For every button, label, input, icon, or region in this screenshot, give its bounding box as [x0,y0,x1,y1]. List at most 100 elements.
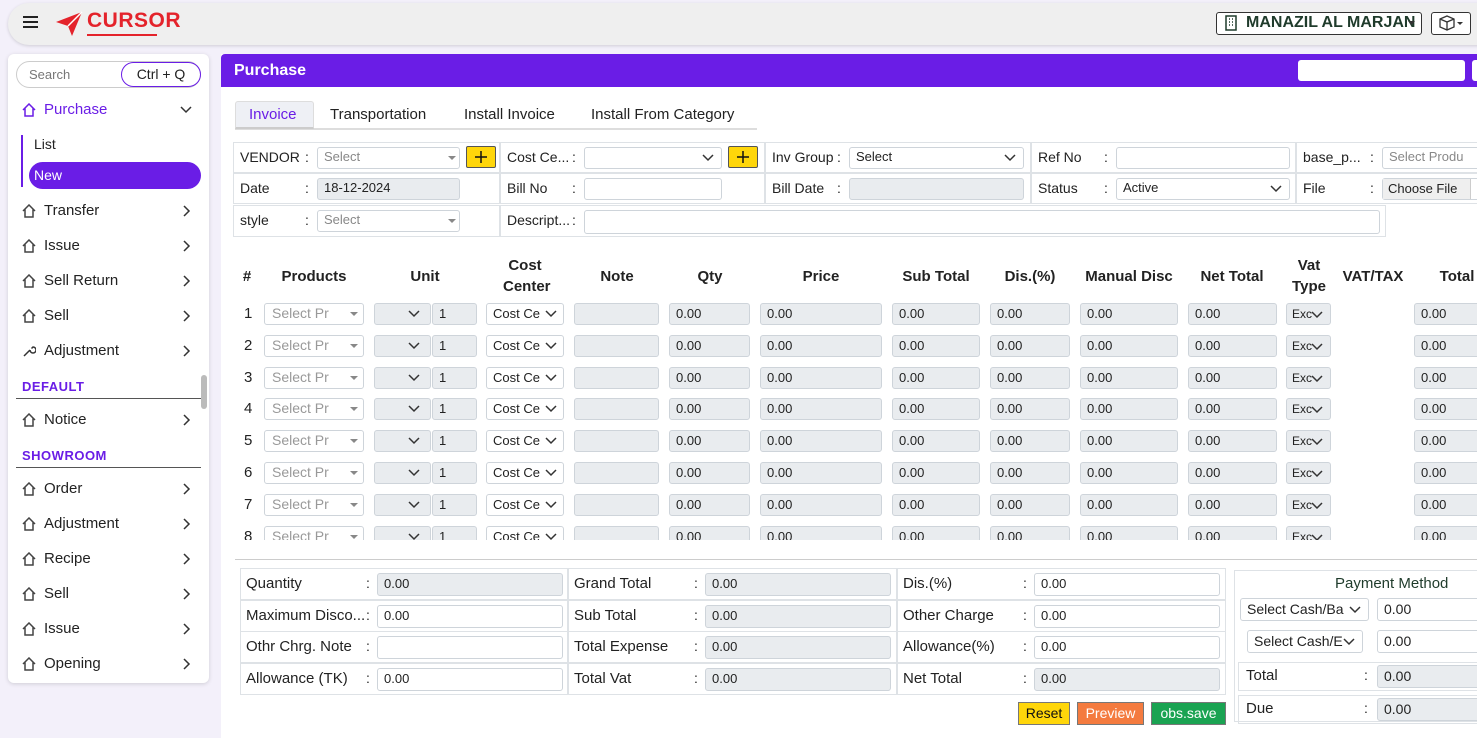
field[interactable] [584,147,722,169]
cost-center[interactable]: Cost Ce [486,398,564,421]
unit-select[interactable] [374,334,431,357]
summary-field[interactable]: 0.00 [1034,636,1220,660]
cost-center[interactable]: Cost Ce [486,366,564,389]
unit-select[interactable] [374,366,431,389]
field[interactable] [849,147,1024,169]
chevron-down [1270,185,1282,193]
unit-select[interactable] [374,398,431,421]
amount-field: 0.00 [760,398,882,421]
field[interactable] [1116,178,1290,200]
payment-select[interactable]: Select Cash/Ba [1240,598,1369,621]
product-select[interactable] [264,366,364,389]
vat-select[interactable]: Exc [1286,398,1331,421]
amount-field: 0.00 [760,366,882,389]
product-select[interactable] [264,303,364,325]
summary-field[interactable] [377,636,563,660]
colon [1023,607,1027,623]
company-name[interactable]: MANAZIL AL MARJAN [1246,14,1416,31]
field[interactable] [317,147,460,169]
summary-field[interactable]: 0.00 [1034,573,1220,596]
summary-field[interactable]: 0.00 [1034,604,1220,628]
vat-select[interactable]: Exc [1286,303,1331,325]
menu-item[interactable]: Notice [44,411,87,428]
amount-field: 0.00 [760,334,882,357]
tab[interactable]: Install From Category [591,106,735,123]
product-select[interactable] [264,493,364,516]
submenu-item[interactable]: New [34,167,63,183]
field-label: Date [240,180,270,196]
unit-select[interactable] [374,493,431,516]
product-select[interactable] [264,398,364,421]
payment-select[interactable]: Select Cash/E [1247,630,1363,653]
payment-amount[interactable]: 0.00 [1377,630,1477,653]
product-select[interactable] [264,462,364,484]
action-button[interactable]: obs.save [1151,702,1226,725]
colon [1364,667,1368,683]
unit-select[interactable] [374,462,431,484]
company-switcher[interactable] [1216,12,1422,35]
file-button[interactable]: Choose File [1383,179,1471,199]
cost-center[interactable]: Cost Ce [486,334,564,357]
field[interactable] [849,178,1024,200]
vat-select[interactable]: Exc [1286,462,1331,484]
summary-field: 0.00 [705,667,891,691]
table-header: Net Total [1200,268,1264,285]
menu-item[interactable]: Recipe [44,550,91,567]
vat-select[interactable]: Exc [1286,430,1331,453]
menu-item[interactable]: Adjustment [44,515,120,532]
menu-item[interactable]: Purchase [44,101,108,118]
menu-item[interactable]: Sell [44,585,70,602]
field[interactable] [1382,147,1477,169]
field[interactable] [584,178,722,200]
header-search[interactable] [1298,60,1465,81]
menu-item[interactable]: Sell Return [44,272,119,289]
vat-select[interactable]: Exc [1286,334,1331,357]
submenu-item[interactable]: List [34,136,56,152]
header-input[interactable] [1472,60,1477,81]
menu-item[interactable]: Sell [44,307,70,324]
chevron-down [545,501,557,508]
summary-field: 0.00 [705,573,891,596]
field[interactable] [317,210,460,232]
amount-field: 0.00 [1188,334,1277,357]
menu-item[interactable]: Opening [44,655,101,672]
field[interactable] [1116,147,1290,169]
menu-item[interactable]: Issue [44,620,80,637]
menu-toggle[interactable] [22,14,40,30]
menu-item[interactable]: Order [44,480,83,497]
menu-item[interactable]: Transfer [44,202,100,219]
chevron-down [545,533,557,540]
summary-field[interactable]: 0.00 [377,604,563,628]
unit-select[interactable] [374,430,431,453]
cost-center[interactable]: Cost Ce [486,493,564,516]
cost-center[interactable]: Cost Ce [486,430,564,453]
cost-center[interactable]: Cost Ce [486,462,564,484]
menu-item[interactable]: Issue [44,237,80,254]
summary-label: Total Vat [574,669,632,687]
summary-field[interactable]: 0.00 [377,667,563,691]
product-select[interactable] [264,430,364,453]
product-select[interactable] [264,334,364,357]
tab[interactable]: Invoice [249,106,297,123]
module-switcher[interactable] [1431,12,1471,35]
field[interactable] [584,210,1380,234]
dropdown-arrow [350,439,358,444]
chevron-down [408,342,420,349]
summary-label: Allowance (TK) [246,669,348,687]
chevron-right [183,518,191,530]
menu-item[interactable]: Adjustment [44,342,120,359]
unit-select[interactable] [374,303,431,325]
vat-select[interactable]: Exc [1286,366,1331,389]
action-button[interactable]: Reset [1018,702,1070,725]
chevron-right [183,240,191,252]
cost-center[interactable]: Cost Ce [486,303,564,325]
amount-field: 0.00 [892,493,980,516]
amount-field: 0.00 [760,462,882,484]
field[interactable] [317,178,460,200]
total-field: 0.00 [1414,334,1477,357]
action-button[interactable]: Preview [1077,702,1144,725]
tab[interactable]: Transportation [330,106,427,123]
vat-select[interactable]: Exc [1286,493,1331,516]
payment-amount[interactable]: 0.00 [1377,598,1477,621]
tab[interactable]: Install Invoice [464,106,555,123]
